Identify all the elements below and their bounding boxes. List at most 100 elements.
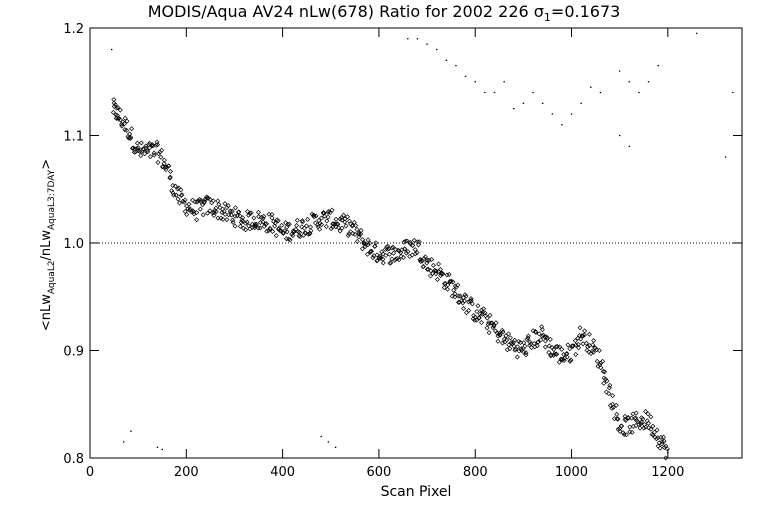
data-point	[388, 260, 394, 266]
data-point	[416, 239, 422, 245]
data-point	[319, 222, 325, 228]
data-point	[407, 254, 413, 260]
data-point	[151, 150, 157, 156]
data-point	[586, 331, 592, 337]
data-point	[207, 197, 213, 203]
data-point	[243, 227, 249, 233]
data-point	[451, 287, 457, 293]
data-point	[546, 349, 552, 355]
data-point	[273, 233, 279, 239]
data-point	[591, 349, 597, 355]
data-point	[297, 233, 303, 239]
data-point	[166, 163, 172, 169]
y-axis-label: <nLwAquaL2/nLwAquaL3:7DAY>	[39, 159, 57, 331]
data-point	[507, 335, 513, 341]
data-point	[389, 245, 395, 251]
data-point	[352, 231, 358, 237]
data-point	[329, 207, 335, 213]
data-point	[553, 344, 559, 350]
data-point	[499, 327, 505, 333]
data-point	[487, 312, 493, 318]
outlier-point	[484, 91, 486, 94]
data-point	[163, 167, 169, 173]
data-point	[659, 441, 665, 447]
data-point	[280, 230, 286, 236]
outlier-point	[618, 134, 621, 137]
data-point	[424, 266, 430, 272]
data-point	[428, 268, 434, 274]
data-point	[556, 359, 562, 365]
data-point	[253, 221, 259, 227]
data-point	[629, 429, 635, 435]
data-point	[403, 250, 409, 256]
data-point	[142, 151, 148, 157]
data-point	[384, 244, 390, 250]
data-point	[645, 420, 651, 426]
data-point	[328, 226, 334, 232]
data-point	[260, 219, 266, 225]
data-point	[484, 315, 490, 321]
data-point	[525, 333, 531, 339]
outlier-point	[327, 441, 330, 443]
data-point	[380, 260, 386, 266]
outlier-point	[445, 59, 448, 62]
data-point	[641, 425, 647, 431]
data-point	[127, 131, 133, 137]
outlier-point	[599, 91, 602, 94]
data-point	[331, 221, 337, 227]
data-point	[496, 330, 502, 336]
data-point	[342, 216, 348, 222]
data-point	[580, 333, 586, 339]
data-point	[420, 264, 426, 270]
data-point	[297, 229, 303, 235]
data-point	[531, 340, 537, 346]
outlier-point	[426, 43, 428, 45]
data-point	[460, 300, 466, 306]
outlier-point	[695, 32, 698, 35]
data-point	[575, 335, 581, 341]
data-point	[479, 319, 485, 325]
data-point	[111, 104, 117, 110]
data-point	[391, 250, 397, 256]
data-point	[404, 238, 410, 244]
data-point	[217, 205, 223, 211]
data-point	[436, 268, 442, 274]
data-point	[606, 391, 612, 397]
data-points	[110, 32, 734, 461]
data-point	[354, 227, 360, 232]
data-point	[542, 334, 548, 340]
data-point	[486, 330, 492, 336]
data-point	[488, 320, 494, 326]
data-point	[636, 421, 642, 427]
outlier-point	[161, 448, 164, 451]
data-point	[534, 343, 540, 349]
data-point	[596, 347, 602, 353]
data-point	[299, 218, 305, 224]
data-point	[138, 153, 144, 159]
data-point	[663, 443, 669, 449]
data-point	[523, 352, 529, 358]
outlier-point	[638, 91, 640, 94]
data-point	[449, 293, 455, 299]
data-point	[147, 154, 153, 160]
data-point	[232, 205, 238, 211]
data-point	[600, 358, 606, 364]
data-point	[179, 192, 185, 198]
data-point	[405, 249, 411, 255]
data-point	[445, 282, 451, 288]
data-point	[393, 256, 399, 262]
data-point	[343, 223, 349, 229]
outlier-point	[493, 91, 496, 94]
data-point	[257, 220, 263, 225]
data-point	[500, 340, 505, 346]
outlier-point	[580, 102, 582, 105]
data-point	[620, 430, 626, 436]
data-point	[589, 348, 595, 354]
outlier-point	[628, 80, 631, 83]
outlier-point	[667, 451, 669, 454]
data-point	[303, 230, 309, 236]
data-point	[128, 134, 134, 140]
data-point	[156, 151, 162, 157]
data-point	[508, 339, 514, 345]
